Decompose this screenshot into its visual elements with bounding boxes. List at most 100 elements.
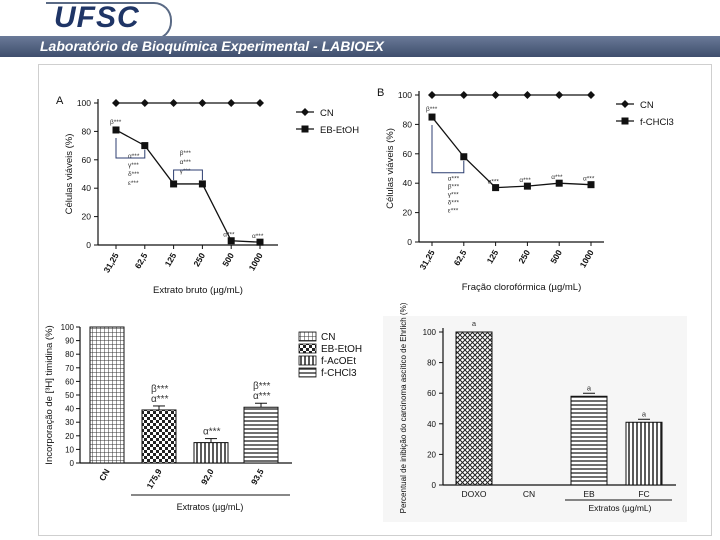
chart3-annotation: β*** [151, 384, 169, 395]
chart2-y-tick-label: 20 [403, 208, 413, 218]
chart2-point [428, 91, 436, 99]
chart2-y-tick-label: 100 [398, 90, 412, 100]
chart2-point [587, 181, 595, 189]
chart3-y-tick-label: 90 [65, 337, 74, 346]
chart1-bracket [173, 169, 203, 180]
chart2-y-tick-label: 0 [407, 237, 412, 247]
chart3-legend-label: f-AcOEt [321, 356, 356, 367]
chart2-x-tick-label: 31,25 [417, 248, 436, 272]
chart3-annotation: β*** [253, 381, 271, 392]
chart1-y-tick-label: 20 [82, 212, 92, 222]
chart3-y-tick-label: 30 [65, 418, 74, 427]
chart2-point [460, 153, 468, 161]
chart1-x-tick-label: 500 [220, 251, 236, 269]
chart3-x-tick-label: 175,9 [144, 467, 163, 491]
chart2-x-axis-label: Fração clorofórmica (µg/mL) [462, 282, 582, 293]
chart1-x-tick-label: 250 [191, 251, 207, 269]
chart1-point [198, 180, 206, 188]
chart2-annotation: α*** [551, 174, 563, 181]
chart1-x-tick-label: 125 [163, 251, 179, 269]
chart3-y-tick-label: 70 [65, 364, 74, 373]
chart3-legend-swatch [298, 331, 317, 342]
chart4-y-tick-label: 0 [432, 481, 437, 490]
chart4-y-axis-label: Percentual de inibição do carcinoma ascí… [399, 302, 408, 513]
chart4-x-tick-label: CN [523, 489, 535, 499]
chart2-y-axis-label: Células viáveis (%) [385, 128, 396, 209]
chart3-annotation: α*** [151, 394, 169, 405]
chart2-y-tick-label: 40 [403, 178, 413, 188]
chart2-annotation: α*** [448, 176, 460, 183]
chart3-bar [193, 442, 229, 464]
chart2-point [492, 184, 500, 192]
chart1-y-tick-label: 60 [82, 155, 92, 165]
chart2-y-tick-label: 80 [403, 119, 413, 129]
chart1-legend-marker [301, 125, 309, 133]
chart1-annotation: γ*** [180, 168, 191, 175]
chart3-y-tick-label: 100 [61, 323, 75, 332]
chart2-point [555, 179, 563, 187]
chart4-y-tick-label: 80 [427, 359, 436, 368]
chart2-point [523, 91, 532, 99]
chart2-legend-marker [621, 117, 629, 125]
chart3-legend-swatch [298, 343, 317, 354]
ufsc-logo: UFSC [54, 1, 140, 34]
chart1-point [227, 99, 236, 107]
chart1-point [198, 99, 207, 107]
chart2-annotation: γ*** [448, 192, 459, 199]
chart3-y-axis-label: Incorporação de [³H] timidina (%) [44, 325, 55, 464]
chart3-annotation: α*** [203, 427, 221, 438]
chart2-annotation: β*** [426, 106, 438, 113]
chart1-point [141, 142, 149, 150]
chart1-point [112, 99, 120, 107]
chart2-bracket [431, 125, 465, 174]
chart1-point [170, 180, 178, 188]
chart1-x-tick-label: 1000 [247, 251, 265, 273]
chart4-background [383, 316, 687, 522]
chart4-y-tick-label: 40 [427, 420, 436, 429]
chart1-series-line [115, 129, 261, 243]
chart1-point [169, 99, 178, 107]
chart2-series-line [431, 116, 592, 189]
chart1-x-axis-label: Extrato bruto (µg/mL) [153, 285, 243, 296]
chart3-legend-label: EB-EtOH [321, 344, 362, 355]
chart1-annotation: α*** [128, 153, 140, 160]
chart1-x-tick-label: 31,25 [101, 251, 120, 275]
chart1-annotation: α*** [223, 232, 235, 239]
chart4-x-tick-label: EB [583, 489, 595, 499]
chart2-y-tick-label: 60 [403, 149, 413, 159]
chart2-annotation: ε*** [448, 208, 459, 215]
chart1-annotation: α*** [180, 159, 192, 166]
chart1-y-axis-label: Células viáveis (%) [64, 134, 75, 215]
chart2-annotation: α*** [519, 177, 531, 184]
chart1-y-tick-label: 40 [82, 183, 92, 193]
lab-title: Laboratório de Bioquímica Experimental -… [40, 38, 384, 54]
chart1-point [256, 99, 264, 107]
chart2-x-tick-label: 1000 [578, 248, 596, 270]
chart3-y-tick-label: 40 [65, 405, 74, 414]
chart4-annotation: a [642, 409, 647, 418]
chart2-point [587, 91, 595, 99]
chart3-y-tick-label: 20 [65, 432, 74, 441]
chart4-annotation: a [587, 383, 592, 392]
chart2-annotation: δ*** [448, 200, 460, 207]
chart3-y-tick-label: 80 [65, 350, 74, 359]
chart4-y-tick-label: 60 [427, 389, 436, 398]
chart4-x-tick-label: DOXO [461, 489, 486, 499]
chart1-legend-label: CN [320, 108, 334, 119]
chart1-annotation: β*** [180, 150, 192, 157]
chart1-legend-marker [301, 108, 309, 116]
chart3-x-tick-label: 93,5 [249, 467, 266, 487]
chart2-x-tick-label: 125 [485, 248, 501, 266]
chart1-y-tick-label: 100 [77, 98, 91, 108]
chart1-annotation: α*** [252, 233, 264, 240]
chart2-legend-marker [621, 100, 629, 108]
chart1-point [256, 238, 264, 246]
chart4-y-tick-label: 20 [427, 450, 436, 459]
chart3-legend-swatch [298, 355, 317, 366]
chart2-annotation: α*** [583, 176, 595, 183]
chart3-legend-label: CN [321, 332, 335, 343]
chart3-annotation: α*** [253, 391, 271, 402]
chart2-point [428, 113, 436, 121]
chart2-legend-label: CN [640, 100, 654, 111]
